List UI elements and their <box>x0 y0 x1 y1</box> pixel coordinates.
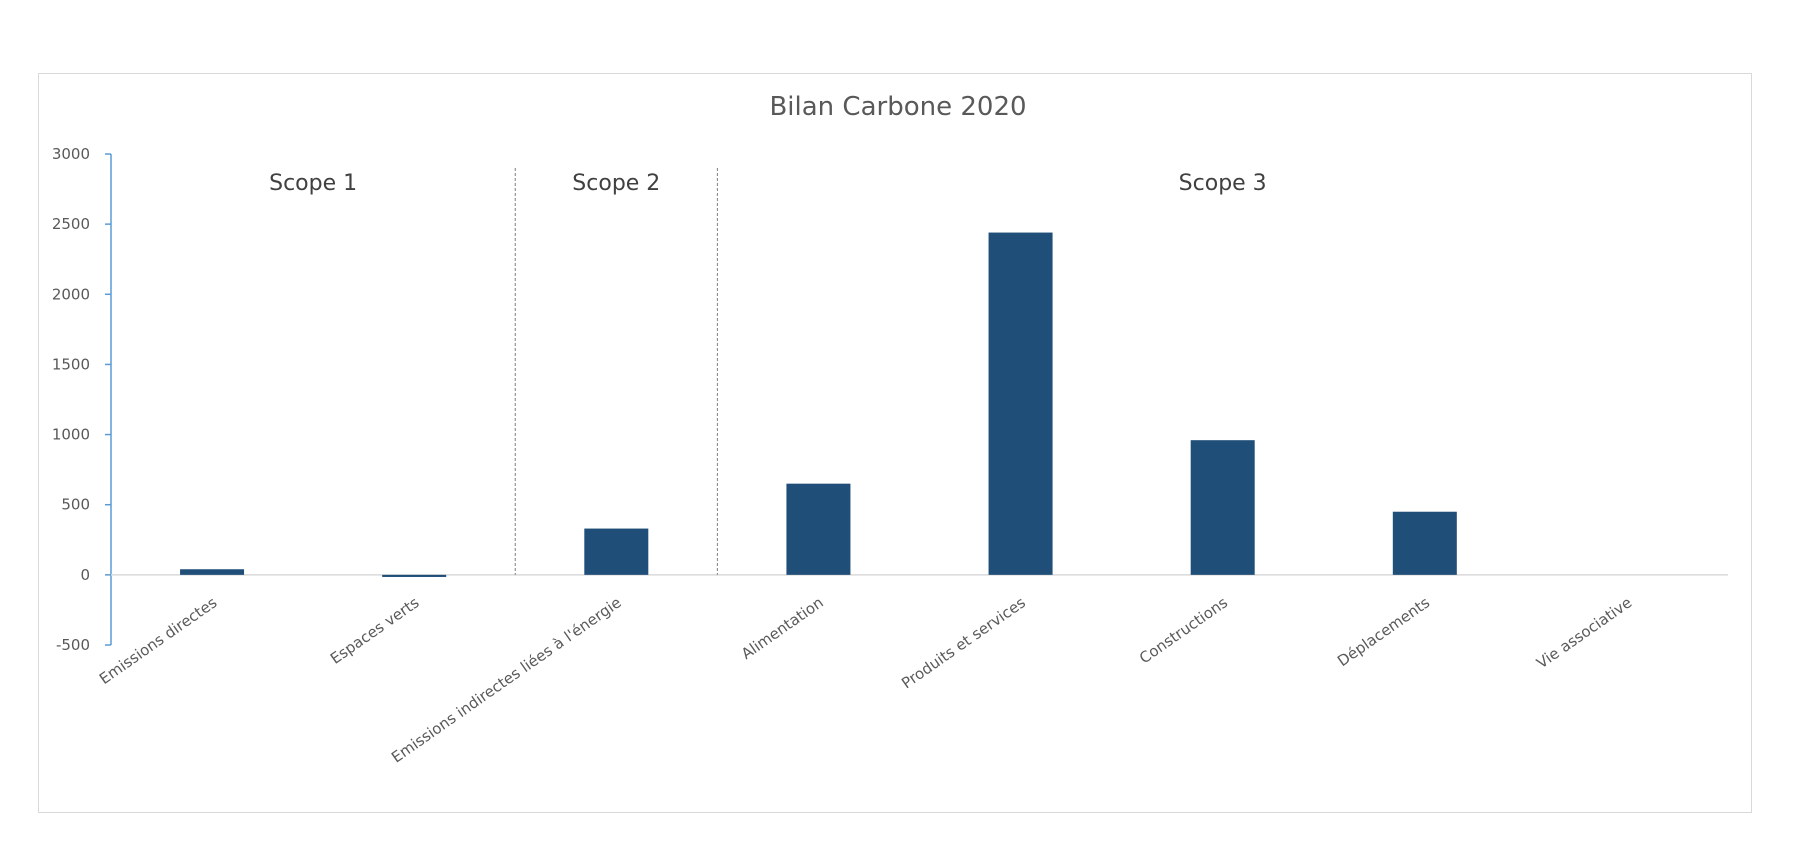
scope-labels: Scope 1 Scope 2 Scope 3 <box>269 171 1267 196</box>
scope-dividers <box>514 168 718 575</box>
category-label: Déplacements <box>1334 593 1433 670</box>
y-tick-label: 1500 <box>52 355 90 373</box>
bar <box>180 569 245 575</box>
scope-label: Scope 2 <box>572 171 660 196</box>
chart-title: Bilan Carbone 2020 <box>769 92 1027 122</box>
category-label: Produits et services <box>898 593 1029 692</box>
chart-frame <box>38 73 1752 813</box>
bars <box>180 232 1457 577</box>
y-tick-label: 500 <box>61 496 90 514</box>
y-tick-label: 1000 <box>52 426 90 444</box>
bar <box>382 574 447 577</box>
bar <box>988 232 1053 575</box>
category-label: Alimentation <box>738 593 827 663</box>
y-tick-label: 3000 <box>52 145 90 163</box>
category-label: Espaces verts <box>327 593 423 668</box>
bar <box>1392 511 1457 575</box>
category-labels: Emissions directes Espaces vertsEmissions… <box>96 593 1635 766</box>
y-axis: -500 0 500 1000 1500 2000 2500 3000 <box>52 145 112 654</box>
bar <box>1190 440 1255 575</box>
bar <box>584 528 649 575</box>
y-tick-label: 2000 <box>52 285 90 303</box>
scope-label: Scope 1 <box>269 171 357 196</box>
y-tick-label: -500 <box>56 636 90 654</box>
scope-label: Scope 3 <box>1179 171 1267 196</box>
category-label: Constructions <box>1136 593 1231 667</box>
category-label: Emissions directes <box>96 593 221 688</box>
y-tick-label: 0 <box>80 566 90 584</box>
category-label: Vie associative <box>1533 593 1635 672</box>
y-tick-label: 2500 <box>52 215 90 233</box>
category-label: Emissions indirectes liées à l'énergie <box>388 593 624 766</box>
bar <box>786 483 851 575</box>
